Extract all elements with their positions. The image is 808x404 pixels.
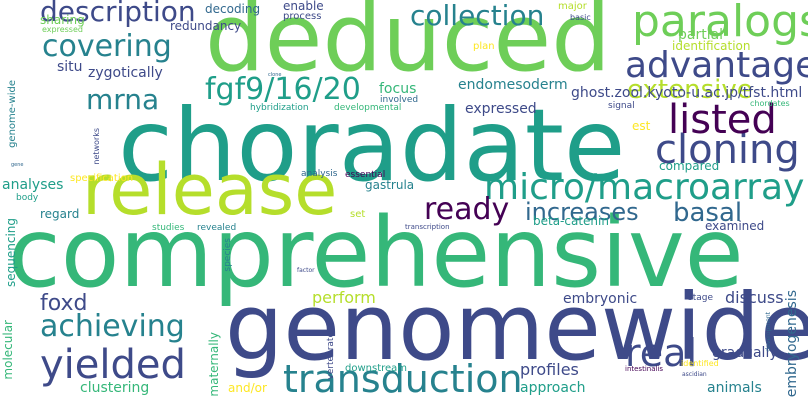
word-embryogenesis: embryogenesis — [784, 290, 800, 398]
word-genome-wide: genome-wide — [7, 80, 18, 148]
word-approach: approach — [520, 380, 586, 396]
word-and-or: and/or — [228, 381, 267, 395]
word-endomesoderm: foxd — [40, 291, 88, 316]
word-specification: specification — [70, 173, 134, 184]
word-achieving: achieving — [40, 309, 185, 344]
word-zygotically: zygotically — [88, 65, 163, 81]
word-examined: examined — [705, 219, 765, 233]
word-redundancy: endomesoderm — [458, 77, 568, 93]
word-perform: increases — [525, 198, 639, 226]
word-yielded: yielded — [40, 342, 186, 388]
word-identification: identification — [672, 39, 751, 53]
word-discuss: discuss — [725, 288, 784, 307]
word-hybridization: hybridization — [250, 103, 309, 113]
word-requires: major — [558, 1, 587, 12]
word-deduced: deduced — [205, 0, 611, 93]
word-involved: involved — [380, 95, 419, 105]
word-factor: factor — [297, 267, 315, 274]
word-expressed-small: expressed — [42, 25, 83, 34]
word-chordates: chordates — [750, 99, 790, 108]
word-essential: essential — [345, 170, 386, 180]
word-set: set — [350, 209, 366, 220]
word-foxd: mrna — [86, 83, 160, 116]
word-embryos: basic — [570, 13, 591, 22]
word-gene: gene — [11, 162, 24, 168]
word-molecular: molecular — [1, 320, 15, 380]
word-release: release — [82, 149, 338, 231]
word-advantage: advantage — [625, 45, 808, 86]
word-enable: expressed — [465, 101, 537, 117]
word-maternally: maternally — [207, 332, 221, 397]
word-analysis: analysis — [301, 169, 338, 179]
word-downstream: downstream — [345, 363, 408, 374]
word-fgf9-16-20: fgf9/16/20 — [205, 72, 361, 107]
word-transduction: transduction — [283, 357, 523, 401]
word-basic: decoding — [205, 2, 261, 16]
word-sharing: focus — [379, 81, 417, 97]
word-micro-macroarray: micro/macroarray — [484, 167, 805, 208]
word-revealed: revealed — [197, 223, 237, 233]
word-plan: plan — [473, 41, 495, 52]
word-est: est — [632, 119, 651, 133]
word-compared: compared — [659, 159, 720, 173]
word-regard: regard — [40, 207, 80, 221]
word-transcription: transcription — [405, 223, 450, 231]
word-beta-catenin: beta-catenin — [533, 214, 609, 228]
word-developmental: developmental — [334, 103, 402, 113]
word-major: redundancy — [170, 19, 242, 33]
word-clone: clone — [268, 72, 282, 78]
word-genomewide: genomewide — [225, 274, 808, 381]
word-stage: stage — [688, 293, 713, 303]
word-situ: situ — [57, 59, 83, 75]
word-signal: signal — [608, 101, 635, 111]
word-gastrula: gastrula — [365, 178, 415, 192]
word-collection: collection — [410, 0, 545, 32]
word-understanding: process — [283, 11, 322, 22]
word-listed: listed — [668, 97, 777, 143]
word-choradate: choradate — [118, 87, 626, 204]
word-development: development — [765, 312, 772, 352]
word-studies: studies — [152, 223, 185, 233]
word-ascidian: ascidian — [682, 371, 707, 378]
word-extensive: extensive — [627, 75, 753, 105]
word-ghost-url: perform — [312, 288, 376, 307]
word-covering: covering — [42, 29, 172, 64]
word-cdna: enable — [283, 0, 324, 13]
word-partial: partial — [678, 27, 724, 43]
word-ready: ready — [424, 192, 510, 227]
word-vertebrate: vertebrate — [326, 332, 336, 380]
word-species: species — [223, 238, 233, 272]
word-analyses: analyses — [2, 177, 64, 193]
word-body: body — [16, 193, 39, 203]
word-real: real — [625, 331, 698, 375]
word-profiles: profiles — [520, 360, 579, 379]
word-decoding: ghost.zool.kyoto-u.ac.jp/tfst.html — [571, 85, 803, 101]
word-cloning: cloning — [655, 127, 800, 173]
word-process: sharing — [40, 13, 85, 27]
word-embryonic: embryonic — [563, 291, 638, 307]
word-intestinalis: intestinalis — [625, 365, 664, 373]
word-gradually: gradually — [712, 345, 778, 361]
word-paralogs: paralogs — [632, 0, 808, 47]
word-clustering: clustering — [80, 380, 150, 396]
word-description: description — [40, 0, 196, 28]
word-identified: identified — [681, 359, 719, 368]
word-sequencing: sequencing — [4, 218, 18, 287]
word-animals: animals — [707, 380, 762, 396]
word-comprehensive: comprehensive — [8, 197, 744, 309]
word-networks: networks — [92, 128, 101, 165]
word-focus: basal — [673, 198, 743, 228]
